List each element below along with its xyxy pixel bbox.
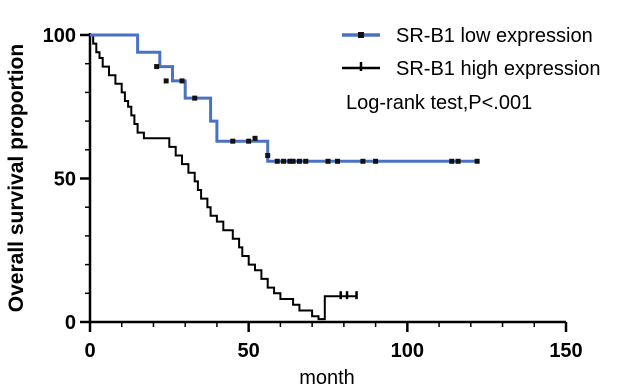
censor-mark [192,95,198,101]
censor-mark [455,158,461,164]
survival-curve [90,34,357,321]
censor-mark [290,158,296,164]
legend-item: SR-B1 low expression [342,25,593,47]
censor-mark [154,64,160,70]
legend-label: SR-B1 low expression [396,25,593,47]
y-tick-label: 50 [54,169,76,191]
x-tick-label: 50 [238,340,260,362]
axes: 0 50 100 0 50 100 150 [43,25,583,362]
y-tick-label: 100 [43,25,76,47]
censor-mark [373,158,379,164]
series-layer [90,33,480,321]
censor-mark [179,78,185,84]
x-tick-label: 150 [549,340,582,362]
x-tick-label: 100 [391,340,424,362]
censor-mark [360,158,366,164]
survival-curve [90,33,478,163]
censor-mark [303,158,309,164]
censor-mark [265,153,271,159]
censor-mark [335,158,341,164]
series-sr-b1-low-expression [90,33,480,164]
censor-mark [252,135,258,141]
legend-item: SR-B1 high expression [342,58,601,80]
x-tick-label: 0 [84,340,95,362]
y-axis-label: Overall survival proportion [5,44,28,312]
legend-label: SR-B1 high expression [396,58,601,80]
censor-mark [163,78,169,84]
censor-mark [287,158,293,164]
censor-mark [449,158,455,164]
censor-mark [325,158,331,164]
censor-mark [274,158,280,164]
censor-mark [246,138,252,144]
censor-mark [230,138,236,144]
y-tick-label: 0 [65,312,76,334]
log-rank-annotation: Log-rank test,P<.001 [346,92,532,114]
legend: SR-B1 low expression SR-B1 high expressio… [342,25,601,80]
censor-mark [281,158,287,164]
series-sr-b1-high-expression [90,34,358,321]
censor-mark [474,158,480,164]
censor-mark [296,158,302,164]
legend-marker [358,32,364,38]
x-axis-label: month [299,367,355,389]
